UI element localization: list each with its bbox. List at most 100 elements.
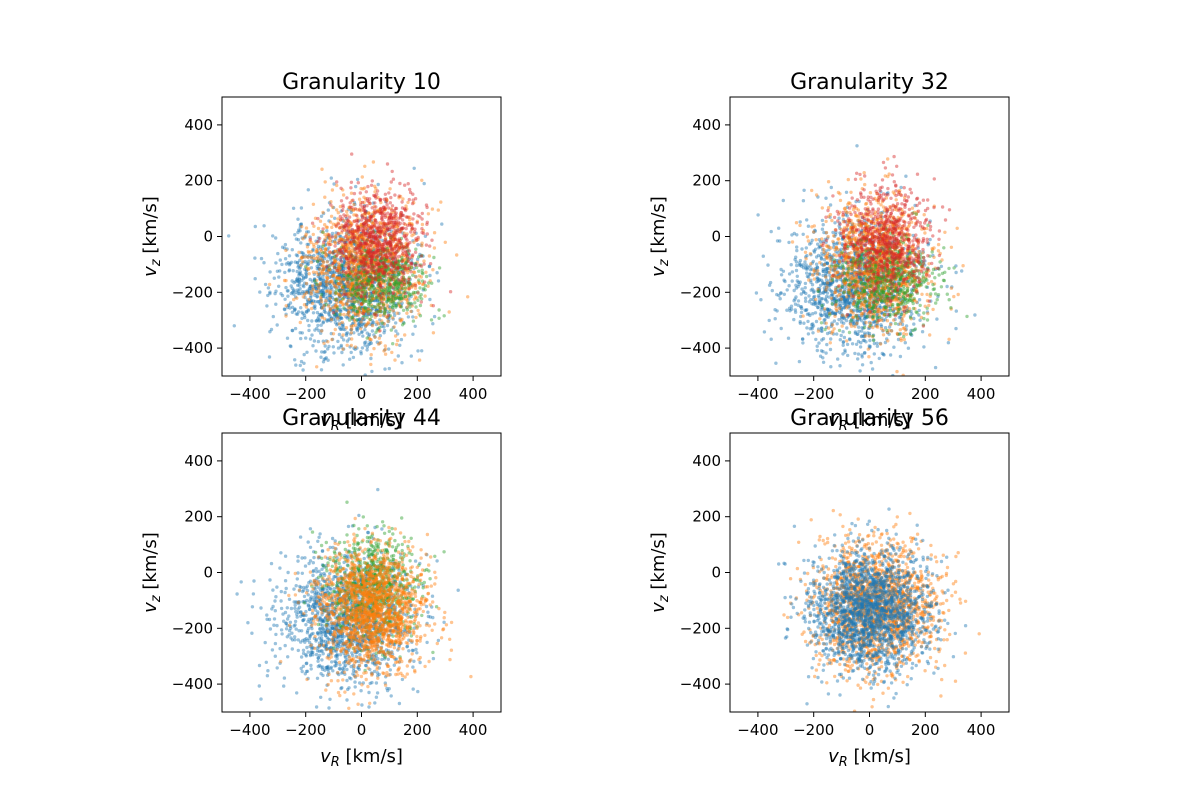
scatter-point xyxy=(353,259,357,264)
scatter-point xyxy=(346,265,350,269)
scatter-point xyxy=(787,272,792,276)
scatter-point xyxy=(311,232,315,237)
scatter-point xyxy=(298,223,303,227)
scatter-point xyxy=(362,266,366,270)
scatter-point xyxy=(383,309,387,313)
scatter-point xyxy=(318,301,322,306)
scatter-point xyxy=(284,248,288,253)
scatter-point xyxy=(295,254,300,258)
scatter-point xyxy=(396,238,400,242)
scatter-point xyxy=(426,284,430,288)
scatter-point xyxy=(339,307,343,312)
scatter-point xyxy=(322,291,326,295)
scatter-point xyxy=(358,242,362,246)
scatter-point xyxy=(334,313,338,317)
scatter-point xyxy=(420,271,424,275)
scatter-point xyxy=(345,285,349,289)
scatter-point xyxy=(289,284,293,288)
scatter-point xyxy=(357,234,362,239)
scatter-point xyxy=(939,264,944,269)
scatter-point xyxy=(410,261,414,266)
scatter-point xyxy=(353,257,357,261)
scatter-point xyxy=(331,345,335,349)
scatter-point xyxy=(800,247,804,251)
scatter-point xyxy=(328,314,332,318)
scatter-point xyxy=(418,254,423,258)
scatter-point xyxy=(349,282,353,287)
scatter-point xyxy=(338,327,343,331)
scatter-point xyxy=(378,278,383,282)
scatter-point xyxy=(888,353,893,357)
scatter-point xyxy=(327,219,331,223)
scatter-point xyxy=(311,311,316,315)
scatter-point xyxy=(954,326,958,331)
scatter-point xyxy=(401,279,405,283)
scatter-point xyxy=(801,341,805,345)
scatter-point xyxy=(853,351,857,356)
scatter-point xyxy=(345,331,350,335)
scatter-point xyxy=(352,301,356,306)
scatter-point xyxy=(379,272,384,276)
scatter-point xyxy=(338,276,342,280)
scatter-point xyxy=(388,242,393,246)
scatter-point xyxy=(400,361,404,365)
scatter-point xyxy=(343,240,347,244)
scatter-point xyxy=(435,271,439,275)
scatter-point xyxy=(400,206,405,210)
scatter-point xyxy=(351,281,355,285)
scatter-point xyxy=(328,236,332,241)
scatter-point xyxy=(317,262,321,267)
scatter-point xyxy=(307,287,311,291)
scatter-point xyxy=(364,260,368,265)
scatter-point xyxy=(400,259,404,263)
scatter-point xyxy=(379,291,383,296)
scatter-point xyxy=(304,265,308,269)
scatter-point xyxy=(280,245,285,249)
scatter-point xyxy=(323,243,327,247)
scatter-point xyxy=(311,259,315,264)
scatter-point xyxy=(330,225,334,230)
scatter-point xyxy=(375,245,380,249)
scatter-point xyxy=(354,313,358,318)
scatter-point xyxy=(362,266,367,270)
scatter-point xyxy=(331,273,335,277)
scatter-point xyxy=(319,368,324,372)
scatter-point xyxy=(304,268,309,272)
scatter-point xyxy=(320,294,324,299)
scatter-point xyxy=(339,343,343,348)
scatter-point xyxy=(364,289,368,294)
scatter-point xyxy=(816,242,820,246)
scatter-point xyxy=(305,245,310,249)
scatter-point xyxy=(329,214,334,218)
scatter-point xyxy=(346,292,350,297)
scatter-point xyxy=(341,347,346,351)
scatter-point xyxy=(342,252,346,257)
scatter-point xyxy=(341,268,346,272)
scatter-point xyxy=(386,313,391,317)
scatter-point xyxy=(371,211,375,215)
scatter-point xyxy=(382,232,387,237)
scatter-point xyxy=(345,312,350,317)
scatter-point xyxy=(802,321,806,325)
scatter-point xyxy=(347,285,351,289)
scatter-point xyxy=(349,290,354,295)
scatter-point xyxy=(297,263,301,268)
scatter-point xyxy=(400,227,404,231)
scatter-point xyxy=(360,280,364,284)
scatter-point xyxy=(322,303,326,307)
scatter-point xyxy=(310,284,315,288)
scatter-point xyxy=(323,357,327,361)
scatter-point xyxy=(377,308,381,312)
scatter-point xyxy=(362,317,366,321)
scatter-point xyxy=(379,309,383,314)
scatter-point xyxy=(351,198,355,202)
scatter-point xyxy=(285,336,290,340)
scatter-point xyxy=(319,313,324,318)
scatter-point xyxy=(400,200,404,204)
scatter-point xyxy=(334,311,339,316)
scatter-point xyxy=(382,247,387,252)
scatter-point xyxy=(365,336,369,340)
scatter-point xyxy=(333,240,337,244)
scatter-point xyxy=(382,325,386,329)
scatter-point xyxy=(364,340,368,344)
